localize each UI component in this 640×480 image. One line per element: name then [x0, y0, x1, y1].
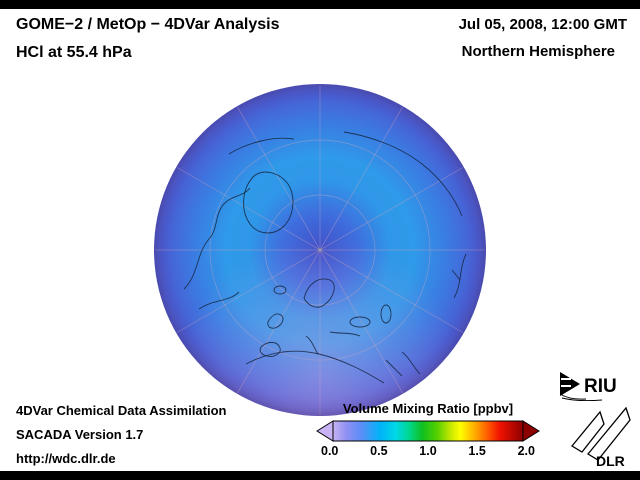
- tick-label: 1.5: [468, 444, 486, 458]
- footer-url-text: http://wdc.dlr.de: [16, 451, 116, 466]
- globe-overlay: [155, 85, 485, 415]
- colorbar-tick-labels: 0.0 0.5 1.0 1.5 2.0: [316, 444, 540, 458]
- riu-logo: RIU: [559, 372, 617, 401]
- pole-point: [318, 248, 322, 252]
- page-title-line1: GOME−2 / MetOp − 4DVar Analysis: [16, 16, 280, 33]
- riu-logo-text: RIU: [584, 376, 617, 397]
- tick-label: 0.5: [370, 444, 388, 458]
- top-black-bar: [0, 0, 640, 9]
- colorbar-title: Volume Mixing Ratio [ppbv]: [342, 401, 514, 416]
- coastline-paths: [183, 131, 467, 384]
- hemisphere-text: Northern Hemisphere: [461, 43, 615, 60]
- colorbar-gradient-bar: [332, 420, 524, 442]
- colorbar-right-arrow: [522, 420, 540, 442]
- footer-assimilation-text: 4DVar Chemical Data Assimilation: [16, 403, 227, 418]
- bottom-black-bar: [0, 471, 640, 480]
- footer-version-text: SACADA Version 1.7: [16, 427, 144, 442]
- tick-label: 2.0: [517, 444, 535, 458]
- colorbar: [316, 420, 540, 442]
- tick-label: 0.0: [321, 444, 339, 458]
- dlr-logo-text: DLR: [596, 453, 625, 468]
- header-right: Jul 05, 2008, 12:00 GMT Northern Hemisph…: [459, 16, 627, 60]
- colorbar-left-arrow: [316, 420, 334, 442]
- tick-label: 1.0: [419, 444, 437, 458]
- page-title-line2: HCl at 55.4 hPa: [16, 44, 132, 61]
- datetime-text: Jul 05, 2008, 12:00 GMT: [458, 16, 627, 33]
- hemisphere-globe-map: [154, 84, 486, 416]
- dlr-logo: DLR: [571, 406, 631, 468]
